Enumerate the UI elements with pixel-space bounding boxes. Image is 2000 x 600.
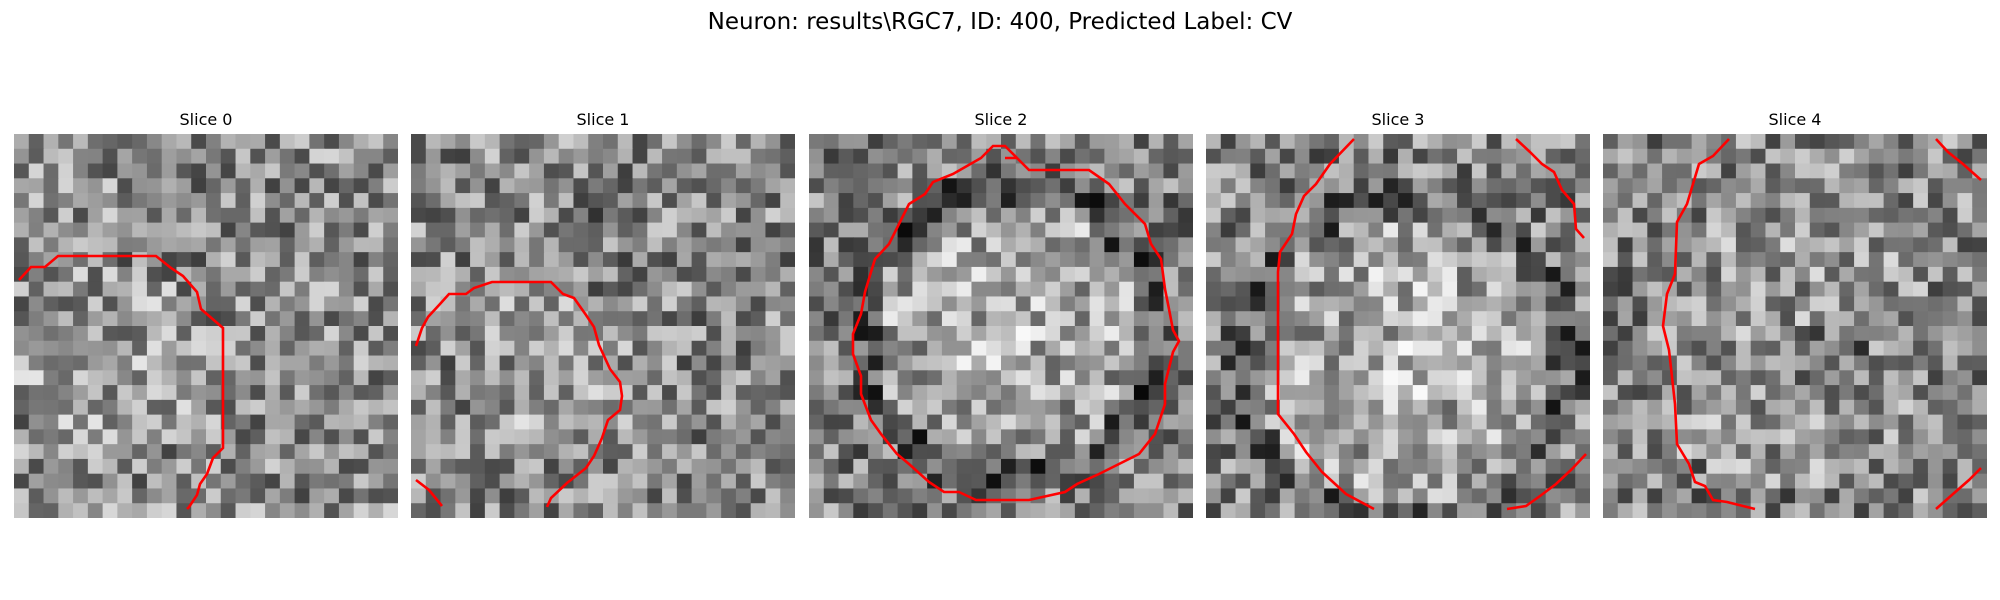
slice-panel-3: Slice 3	[1206, 108, 1590, 526]
slice-pixels-4	[1603, 134, 1987, 518]
slice-contour-3c	[1506, 453, 1587, 511]
slice-title-0: Slice 0	[179, 110, 233, 129]
slice-contour-3	[1276, 138, 1375, 511]
slice-contour-2	[851, 144, 1181, 502]
slice-image-1	[411, 134, 795, 518]
slice-pixels-3	[1206, 134, 1590, 518]
slice-panel-2: Slice 2	[809, 108, 1193, 526]
slice-contour-1	[414, 280, 624, 508]
slice-pixels-2	[809, 134, 1193, 518]
slice-panel-0: Slice 0	[14, 108, 398, 526]
slice-pixels-0	[14, 134, 398, 518]
slice-title-1: Slice 1	[576, 110, 630, 129]
slice-contour-4	[1661, 138, 1756, 511]
slice-title-2: Slice 2	[974, 110, 1028, 129]
slice-panel-4: Slice 4	[1603, 108, 1987, 526]
slice-image-2	[809, 134, 1193, 518]
slice-pixels-1	[411, 134, 795, 518]
slice-contour-1b	[415, 478, 444, 507]
slice-title-3: Slice 3	[1371, 110, 1425, 129]
slice-contour-4c	[1935, 467, 1982, 510]
slice-contour-3b	[1515, 138, 1585, 239]
slice-image-3	[1206, 134, 1590, 518]
slice-title-4: Slice 4	[1768, 110, 1822, 129]
slice-image-0	[14, 134, 398, 518]
slice-contour-4b	[1935, 138, 1982, 181]
figure-title: Neuron: results\RGC7, ID: 400, Predicted…	[707, 9, 1293, 35]
slice-panel-1: Slice 1	[411, 108, 795, 526]
slice-image-4	[1603, 134, 1987, 518]
slice-contour-0	[18, 254, 225, 510]
